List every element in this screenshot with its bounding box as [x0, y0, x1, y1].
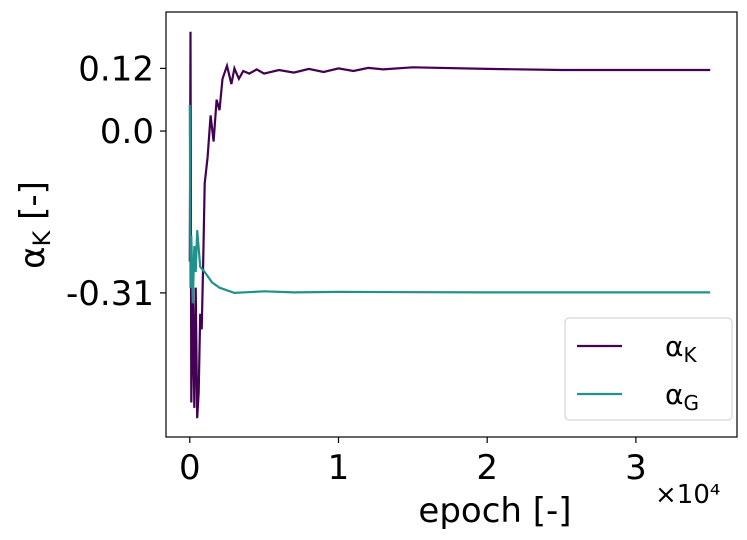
x-offset-label: ×10⁴: [655, 480, 720, 510]
legend-box: [564, 317, 733, 421]
x-tick-label: 0: [179, 448, 201, 488]
plot-frame: [165, 11, 738, 438]
y-axis-label: αK [-]: [13, 181, 56, 269]
y-tick-label: -0.31: [66, 274, 154, 314]
x-tick-label: 3: [625, 448, 647, 488]
x-axis-label: epoch [-]: [418, 491, 571, 531]
data-line: [188, 104, 711, 304]
y-tick-label: 0.0: [100, 112, 154, 152]
x-tick-label: 2: [476, 448, 498, 488]
x-tick-label: 1: [328, 448, 350, 488]
data-line: [188, 31, 711, 419]
y-tick-label: 0.12: [78, 49, 154, 89]
